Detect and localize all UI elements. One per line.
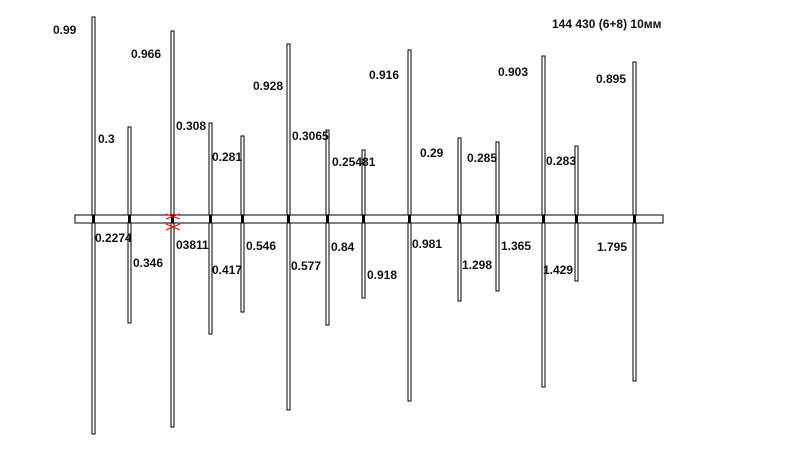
element-9 bbox=[407, 49, 412, 402]
element-3 bbox=[170, 30, 175, 428]
spacing-label-6: 0.577 bbox=[291, 259, 321, 273]
element-5 bbox=[240, 135, 245, 313]
element-1 bbox=[91, 16, 96, 435]
spacing-label-9: 0.981 bbox=[412, 237, 442, 251]
element-8 bbox=[361, 149, 366, 299]
length-label-6: 0.928 bbox=[253, 79, 283, 93]
spacing-label-5: 0.546 bbox=[246, 239, 276, 253]
element-4 bbox=[208, 122, 213, 335]
spacing-label-11: 1.365 bbox=[501, 239, 531, 253]
spacing-label-12: 1.429 bbox=[543, 263, 573, 277]
spacing-label-10: 1.298 bbox=[462, 258, 492, 272]
spacing-label-8: 0.918 bbox=[367, 268, 397, 282]
length-label-4: 0.308 bbox=[176, 119, 206, 133]
length-label-5: 0.281 bbox=[212, 150, 242, 164]
element-2 bbox=[127, 126, 132, 324]
element-7 bbox=[325, 129, 330, 326]
element-6 bbox=[286, 43, 291, 411]
spacing-label-3: 03811 bbox=[176, 238, 209, 252]
spacing-label-2: 0.346 bbox=[133, 256, 163, 270]
spacing-label-14: 1.795 bbox=[597, 240, 627, 254]
length-label-8: 0.25481 bbox=[332, 155, 376, 169]
spacing-label-1: 0.2274 bbox=[95, 231, 132, 245]
length-label-2: 0.3 bbox=[98, 132, 115, 146]
length-label-3: 0.966 bbox=[131, 47, 161, 61]
boom bbox=[74, 214, 664, 224]
spacing-label-4: 0.417 bbox=[212, 263, 242, 277]
feed-point-marker bbox=[165, 213, 181, 231]
length-label-12: 0.903 bbox=[498, 65, 528, 79]
element-13 bbox=[574, 145, 579, 282]
diagram-title: 144 430 (6+8) 10мм bbox=[552, 17, 662, 31]
length-label-10: 0.29 bbox=[420, 146, 444, 160]
length-label-13: 0.283 bbox=[546, 154, 576, 168]
length-label-7: 0.3065 bbox=[292, 129, 329, 143]
length-label-1: 0.99 bbox=[53, 23, 77, 37]
spacing-label-7: 0.84 bbox=[331, 240, 355, 254]
length-label-11: 0.285 bbox=[467, 151, 497, 165]
length-label-9: 0.916 bbox=[369, 68, 399, 82]
length-label-14: 0.895 bbox=[596, 72, 626, 86]
